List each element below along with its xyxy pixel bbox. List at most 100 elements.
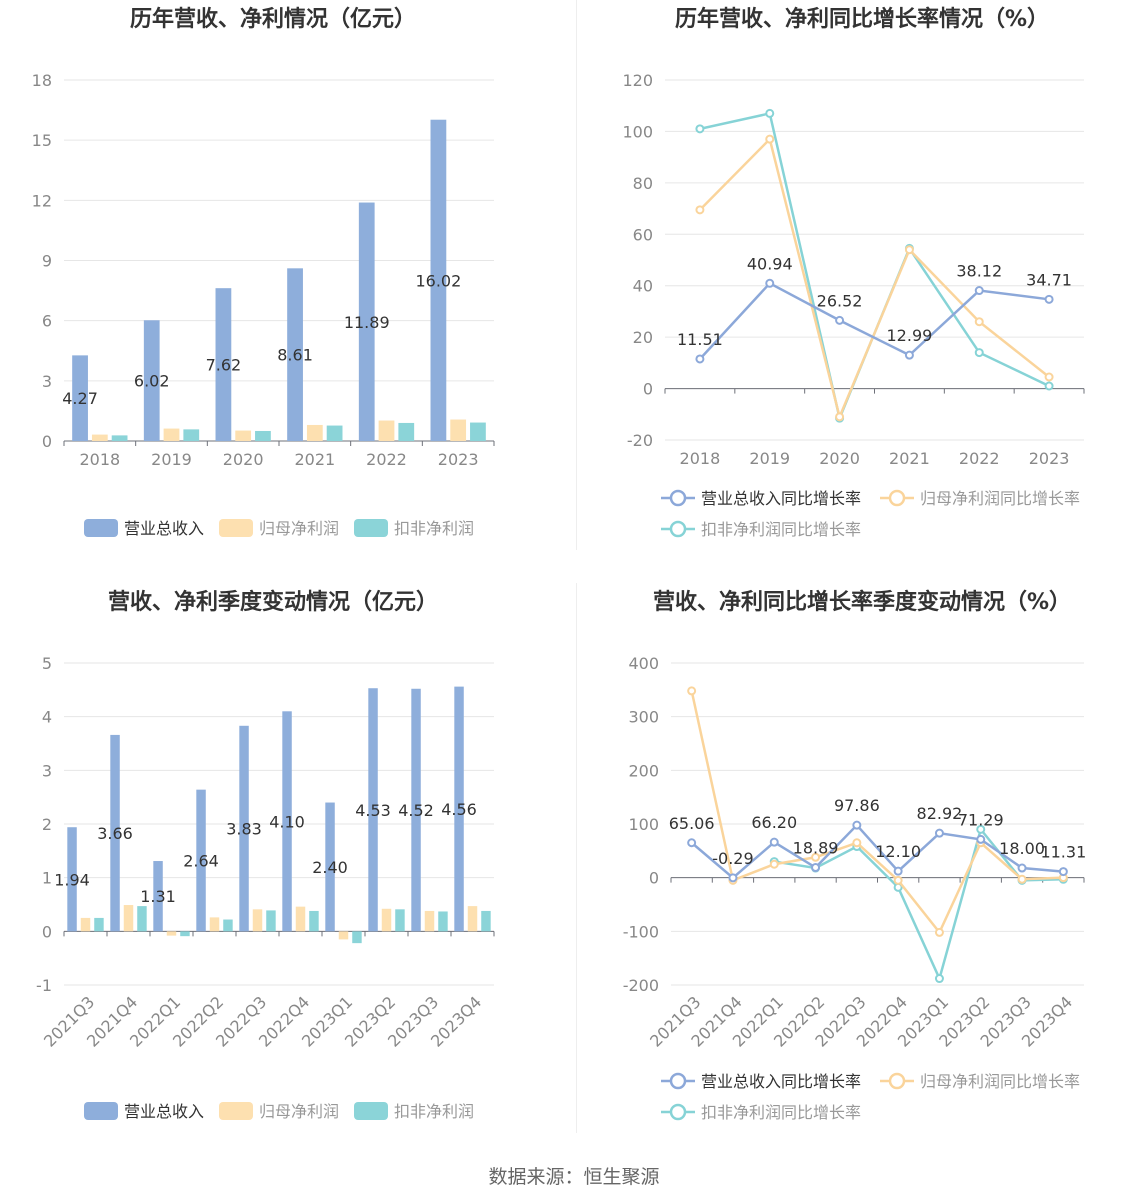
legend-marker [669,1103,687,1121]
series-point-revenue [934,828,944,838]
legend-label: 归母净利润 [259,519,339,538]
divider-bottom [576,583,577,1133]
point-value-label: 71.29 [958,810,1004,829]
point-value-label: 34.71 [1026,270,1072,289]
bar-net-profit [235,430,252,441]
bar-value-label: 7.62 [206,356,242,375]
point-value-label: 18.00 [999,839,1045,858]
bar-value-label: 4.27 [62,389,98,408]
x-tick-label: 2020 [223,450,264,469]
series-point-net-profit [769,859,779,869]
annual-growth-rate-chart: 历年营收、净利同比增长率情况（%） -20 0 20 40 60 80 100 120 2018 2… [622,6,1085,539]
series-line-revenue [698,281,1050,360]
legend-swatch [219,519,253,537]
legend-swatch [219,1102,253,1120]
series-point-net-profit [934,927,944,937]
bar-revenue [110,734,120,932]
y-tick-label: 0 [42,922,52,941]
quarterly-revenue-profit-chart: 营收、净利季度变动情况（亿元）-10123452021Q32021Q42022Q… [36,589,495,1121]
bar-revenue [454,686,464,932]
series-point-net-profit [1017,874,1027,884]
chart-title: 历年营收、净利情况（亿元） [130,6,416,32]
y-tick-label: 20 [633,328,653,347]
chart-title: 历年营收、净利同比增长率情况（%） [675,6,1049,32]
series-point-revenue [695,354,705,364]
series-point-net-profit [835,412,845,422]
legend-label: 营业总收入同比增长率 [701,1072,861,1091]
quarterly-growth-rate-panel: 营收、净利同比增长率季度变动情况（%） -200 -100 0 100 200 300 400… [574,583,1148,1163]
x-tick-label: 2020 [819,449,860,468]
bar-deducted-profit [223,919,233,932]
bar-net-profit [91,434,108,441]
chart-title: 营收、净利同比增长率季度变动情况（%） [653,589,1071,615]
point-value-label: 12.10 [875,842,921,861]
y-tick-label: 5 [42,654,52,673]
point-value-label: 11.31 [1040,843,1086,862]
series-point-deducted-profit [695,124,705,134]
annual-revenue-profit-chart: 历年营收、净利情况（亿元） 0 3 6 9 12 15 18 2018 2019 2020 2021 2… [32,6,495,538]
bar-deducted-profit [470,422,486,441]
series-point-revenue [852,820,862,830]
series-point-revenue [1058,867,1068,877]
series-point-net-profit [852,838,862,848]
bar-value-label: 1.94 [54,870,90,889]
bar-deducted-profit [438,911,448,932]
series-line-revenue [690,823,1064,880]
y-tick-label: 1 [42,869,52,888]
bar-revenue [72,355,88,441]
bar-value-label: 2.64 [183,851,219,870]
bar-revenue [282,711,292,932]
y-tick-label: 18 [32,71,52,90]
series-point-deducted-profit [1044,381,1054,391]
legend-swatch [354,519,388,537]
quarterly-growth-rate-chart: 营收、净利同比增长率季度变动情况（%） -200 -100 0 100 200 300 400… [623,589,1087,1122]
x-tick-label: 2023 [438,450,479,469]
bar-value-label: 6.02 [134,372,170,391]
bar-net-profit [209,917,220,932]
series-point-revenue [765,278,775,288]
divider-top [576,0,577,550]
x-tick-label: 2019 [151,450,192,469]
bar-deducted-profit [183,429,200,441]
bar-revenue [358,202,375,441]
point-value-label: -0.29 [712,849,753,868]
bar-net-profit [295,906,306,932]
bar-net-profit [424,910,435,932]
legend-label: 扣非净利润 [394,1102,474,1121]
bar-net-profit [80,917,91,932]
y-tick-label: 3 [42,372,52,391]
y-tick-label: 400 [628,654,659,673]
series-point-net-profit [687,686,697,696]
series-point-revenue [728,873,738,883]
series-point-deducted-profit [765,108,775,118]
point-value-label: 82.92 [917,804,963,823]
bar-net-profit [163,428,180,441]
bar-revenue [153,861,163,932]
legend-label: 扣非净利润 [394,519,474,538]
legend-swatch [84,519,118,537]
y-tick-label: 4 [42,708,52,727]
legend-label: 扣非净利润同比增长率 [701,1103,861,1122]
y-tick-label: 2 [42,815,52,834]
legend-swatch [354,1102,388,1120]
bar-deducted-profit [309,910,319,932]
y-tick-label: 200 [628,761,659,780]
bar-value-label: 11.89 [344,313,390,332]
bar-value-label: 8.61 [277,346,313,365]
y-tick-label: 3 [42,761,52,780]
y-tick-label: 40 [633,277,653,296]
series-line-net-profit [690,690,1064,935]
bar-deducted-profit [111,435,128,441]
x-tick-label: 2022 [959,449,1000,468]
y-tick-label: 6 [42,312,52,331]
bar-net-profit [166,931,177,936]
bar-net-profit [381,908,392,932]
bar-deducted-profit [255,430,271,441]
series-point-net-profit [1044,372,1054,382]
y-tick-label: 80 [633,174,653,193]
legend-label: 营业总收入同比增长率 [701,489,861,508]
series-point-revenue [769,837,779,847]
point-value-label: 11.51 [677,330,723,349]
bar-net-profit [450,419,467,441]
series-point-deducted-profit [976,824,986,834]
